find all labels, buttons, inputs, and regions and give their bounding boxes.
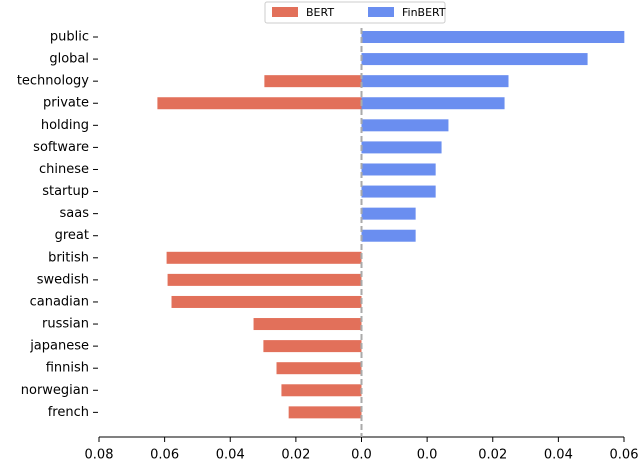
x-tick-label: 0.06 [610,448,639,463]
bar [361,207,416,220]
y-tick-label: software [33,140,89,155]
bar [361,75,509,88]
y-tick-label: canadian [30,294,89,309]
x-tick-label: 0.02 [281,448,310,463]
y-tick-label: global [49,52,89,67]
legend-swatch [272,7,298,17]
y-tick-label: great [55,228,89,243]
y-tick-label: french [48,405,89,420]
y-tick-label: private [43,96,89,111]
bar [157,97,362,110]
x-tick-label: 0.04 [216,448,245,463]
bar [264,75,362,88]
bar [281,384,362,397]
y-tick-label: chinese [39,162,89,177]
x-tick-label: 0.06 [150,448,179,463]
x-tick-label: 0.04 [544,448,573,463]
x-tick-label: 0.08 [85,448,114,463]
bar [361,163,436,176]
bar [288,406,362,419]
legend-label: FinBERT [402,6,446,19]
bar [361,185,436,198]
y-tick-label: finnish [46,361,89,376]
y-tick-label: technology [17,74,89,89]
y-tick-label: saas [60,206,90,221]
bar [361,31,625,43]
bar [263,340,362,353]
bar [171,295,362,308]
y-tick-label: norwegian [21,383,89,398]
y-tick-label: british [48,250,89,265]
x-tick-label: 0.0 [417,448,438,463]
x-tick-label: 0.02 [478,448,507,463]
y-tick-label: swedish [37,272,89,287]
bar [361,141,442,154]
bar [361,97,505,110]
legend-label: BERT [306,6,334,19]
y-tick-label: russian [42,317,89,332]
legend-box [264,1,446,24]
bar [167,273,362,286]
y-tick-label: holding [41,118,89,133]
bar [361,53,588,66]
x-tick-label: 0.0 [351,448,372,463]
bar [361,119,449,132]
y-tick-label: startup [42,184,89,199]
bar [166,251,362,264]
y-tick-label: public [50,30,89,45]
bar [276,362,362,375]
bar [253,318,362,331]
bar [361,229,416,242]
y-tick-label: japanese [29,339,89,354]
legend-swatch [368,7,394,17]
